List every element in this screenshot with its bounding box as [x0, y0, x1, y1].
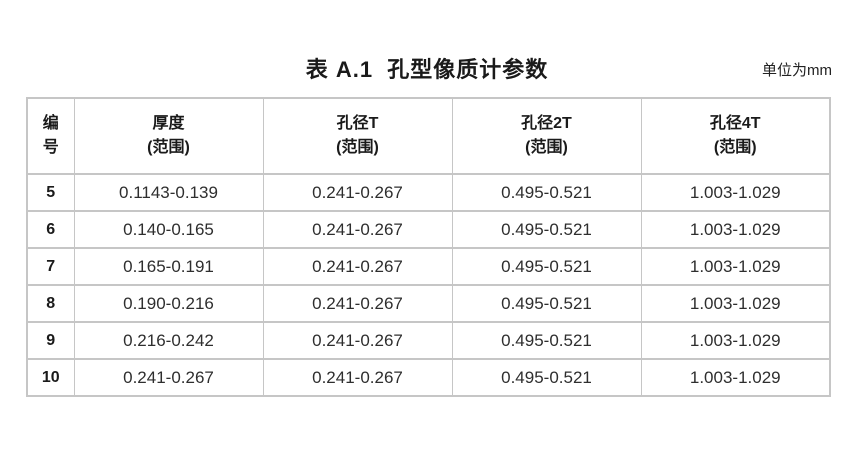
cell-hole-t: 0.241-0.267 — [262, 358, 453, 397]
cell-hole-4t: 1.003-1.029 — [640, 173, 831, 212]
col-header-hole-t: 孔径T (范围) — [262, 97, 453, 175]
header-label-line: 编 — [42, 115, 59, 132]
cell-thickness: 0.165-0.191 — [73, 247, 264, 286]
table-row: 9 0.216-0.242 0.241-0.267 0.495-0.521 1.… — [26, 321, 831, 360]
cell-number: 7 — [26, 247, 75, 286]
cell-hole-4t: 1.003-1.029 — [640, 210, 831, 249]
cell-thickness: 0.241-0.267 — [73, 358, 264, 397]
iqi-parameters-table: 编 号 厚度 (范围) 孔径T (范围) 孔径2T (范围) 孔径4T (范 — [26, 97, 831, 397]
table-caption: 表 A.1 孔型像质计参数 — [305, 57, 549, 82]
header-label-line: 孔径4T — [709, 115, 761, 132]
col-header-number: 编 号 — [26, 97, 75, 175]
header-label-line: 号 — [42, 139, 59, 156]
cell-hole-t: 0.241-0.267 — [262, 321, 453, 360]
table-row: 7 0.165-0.191 0.241-0.267 0.495-0.521 1.… — [26, 247, 831, 286]
col-header-thickness: 厚度 (范围) — [73, 97, 264, 175]
cell-number: 6 — [26, 210, 75, 249]
cell-hole-t: 0.241-0.267 — [262, 247, 453, 286]
cell-number: 10 — [26, 358, 75, 397]
header-label-line: 厚度 — [152, 115, 185, 132]
header-label-line: (范围) — [713, 139, 757, 156]
cell-hole-4t: 1.003-1.029 — [640, 321, 831, 360]
cell-thickness: 0.1143-0.139 — [73, 173, 264, 212]
cell-hole-2t: 0.495-0.521 — [451, 173, 642, 212]
header-label-line: 孔径T — [336, 115, 379, 132]
cell-hole-t: 0.241-0.267 — [262, 210, 453, 249]
table-header-row: 编 号 厚度 (范围) 孔径T (范围) 孔径2T (范围) 孔径4T (范 — [26, 97, 831, 175]
cell-number: 9 — [26, 321, 75, 360]
cell-hole-2t: 0.495-0.521 — [451, 284, 642, 323]
col-header-hole-4t: 孔径4T (范围) — [640, 97, 831, 175]
table-row: 5 0.1143-0.139 0.241-0.267 0.495-0.521 1… — [26, 173, 831, 212]
header-label-line: (范围) — [525, 139, 568, 156]
header-label-line: 孔径2T — [521, 115, 572, 132]
cell-number: 8 — [26, 284, 75, 323]
header-label-line: (范围) — [336, 139, 379, 156]
cell-number: 5 — [26, 173, 75, 212]
cell-hole-4t: 1.003-1.029 — [640, 247, 831, 286]
cell-hole-t: 0.241-0.267 — [262, 173, 453, 212]
table-row: 8 0.190-0.216 0.241-0.267 0.495-0.521 1.… — [26, 284, 831, 323]
table-caption-row: 表 A.1 孔型像质计参数 单位为mm — [0, 54, 854, 86]
cell-thickness: 0.216-0.242 — [73, 321, 264, 360]
table-row: 6 0.140-0.165 0.241-0.267 0.495-0.521 1.… — [26, 210, 831, 249]
table-row: 10 0.241-0.267 0.241-0.267 0.495-0.521 1… — [26, 358, 831, 397]
col-header-hole-2t: 孔径2T (范围) — [451, 97, 642, 175]
cell-hole-4t: 1.003-1.029 — [640, 358, 831, 397]
cell-hole-t: 0.241-0.267 — [262, 284, 453, 323]
cell-hole-2t: 0.495-0.521 — [451, 247, 642, 286]
cell-thickness: 0.190-0.216 — [73, 284, 264, 323]
unit-label: 单位为mm — [762, 62, 832, 79]
cell-hole-4t: 1.003-1.029 — [640, 284, 831, 323]
cell-thickness: 0.140-0.165 — [73, 210, 264, 249]
header-label-line: (范围) — [147, 139, 190, 156]
cell-hole-2t: 0.495-0.521 — [451, 321, 642, 360]
cell-hole-2t: 0.495-0.521 — [451, 358, 642, 397]
cell-hole-2t: 0.495-0.521 — [451, 210, 642, 249]
